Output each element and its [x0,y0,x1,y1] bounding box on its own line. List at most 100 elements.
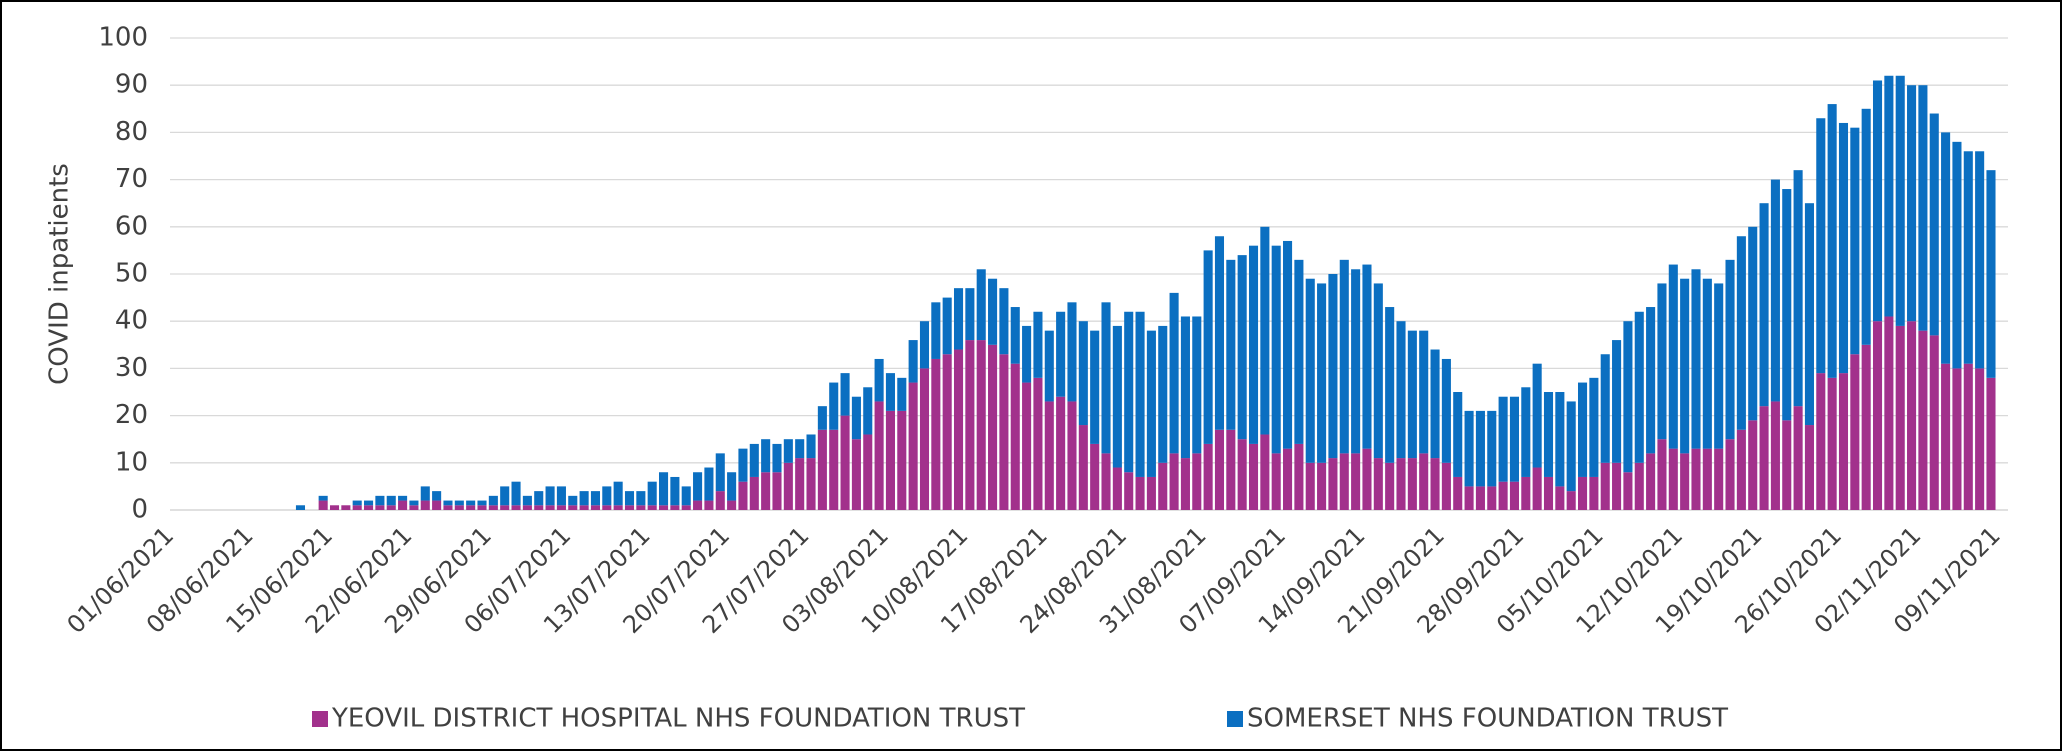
bar-segment [670,505,680,510]
bar-segment [829,429,839,510]
bar-segment [1793,406,1803,510]
bar-segment [1067,302,1077,402]
bar-segment [885,373,895,411]
bar-segment [1487,486,1497,510]
bar-segment [534,491,544,506]
bar-segment [931,302,941,359]
legend-label: YEOVIL DISTRICT HOSPITAL NHS FOUNDATION … [331,704,1025,734]
bar-segment [1373,283,1383,459]
bar-segment [568,495,578,506]
bar-segment [1226,429,1236,510]
bar-segment [1975,368,1985,510]
bar-segment [522,495,532,506]
bar-segment [1941,132,1951,364]
bar-segment [556,486,566,506]
bar-segment [295,505,306,510]
bar-segment [556,505,566,510]
bar-segment [704,500,714,510]
bar-segment [727,500,737,510]
bar-segment [885,410,895,510]
bar-segment [1044,330,1054,402]
bar-segment [1963,151,1973,364]
bar-segment [454,500,464,506]
bar-segment [1022,382,1032,510]
bar-segment [1941,363,1951,510]
bar-segment [908,340,918,383]
bar-segment [579,491,589,506]
bar-segment [1509,396,1520,482]
bar-segment [874,401,884,510]
bar-segment [568,505,578,510]
bar-segment [988,344,998,510]
y-tick-label: 100 [98,23,148,53]
bar-segment [795,439,805,459]
bar-segment [409,505,419,510]
bar-segment [1498,396,1508,482]
bar-segment [1770,401,1780,510]
bar-segment [1090,443,1100,510]
bar-segment [1453,476,1463,510]
bar-segment [1600,462,1610,510]
bar-segment [1475,486,1485,510]
bar-segment [613,505,623,510]
bar-segment [1351,269,1361,454]
bar-segment [715,491,725,510]
bar-segment [1793,170,1803,407]
bar-segment [1646,307,1656,454]
bar-segment [1521,476,1531,510]
bar-segment [1861,108,1871,345]
bar-segment [647,505,657,510]
bar-segment [1736,236,1746,430]
bar-segment [1509,481,1520,510]
bar-segment [942,354,952,510]
bar-segment [817,429,827,510]
bar-segment [681,505,691,510]
bar-segment [1475,410,1485,487]
bar-segment [1634,311,1644,463]
bar-segment [534,505,544,510]
bar-segment [1612,340,1622,463]
bar-segment [1566,401,1576,492]
bar-segment [636,505,646,510]
bar-segment [1623,321,1633,473]
bar-segment [1884,316,1894,510]
bar-segment [329,505,340,510]
bar-segment [1135,311,1145,477]
bar-segment [749,443,759,477]
bar-segment [953,349,964,510]
bar-segment [1986,377,1996,510]
bar-segment [851,439,861,510]
bar-segment [1646,453,1656,510]
bar-segment [1975,151,1985,369]
bar-segment [1419,330,1429,454]
bar-segment [1158,325,1168,463]
bar-segment [1543,392,1554,477]
bar-segment [806,458,816,510]
bar-segment [1056,311,1066,397]
bar-segment [1101,453,1111,510]
bar-segment [1804,203,1814,426]
bar-segment [1543,476,1554,510]
bar-segment [999,354,1009,510]
bar-segment [409,500,419,506]
bar-segment [1237,439,1247,510]
bar-segment [1180,458,1190,510]
bar-segment [783,462,793,510]
bar-segment [1033,377,1043,510]
bar-segment [681,486,691,506]
bar-segment [897,377,907,411]
y-tick-label: 30 [115,353,148,383]
y-tick-label: 40 [115,306,148,336]
bar-segment [693,472,703,501]
bar-segment [1317,283,1327,463]
bar-segment [579,505,589,510]
bar-segment [1725,259,1735,440]
bar-segment [1487,410,1497,487]
bar-segment [976,340,986,510]
bar-segment [658,472,669,506]
bar-segment [1283,448,1293,510]
bar-segment [1521,387,1531,477]
bar-segment [522,505,532,510]
bar-segment [1146,330,1156,477]
bar-segment [1169,453,1179,510]
